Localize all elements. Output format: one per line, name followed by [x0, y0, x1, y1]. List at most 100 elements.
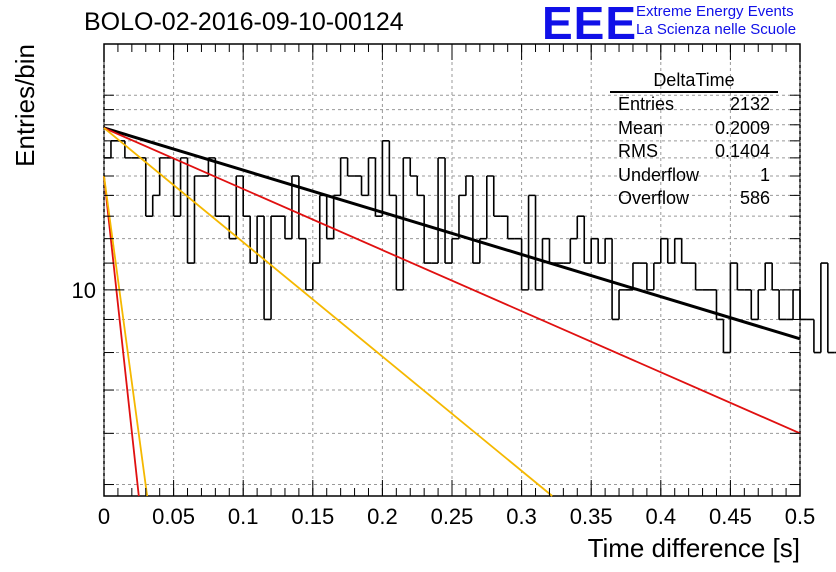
grid-lines — [103, 44, 801, 496]
histogram-bin — [158, 157, 167, 196]
histogram-bin — [179, 157, 188, 217]
stats-label: Overflow — [618, 188, 690, 208]
histogram-bin — [193, 175, 202, 264]
y-axis-label: Entries/bin — [10, 44, 40, 167]
logo-line-2: La Scienza nelle Scuole — [636, 21, 797, 38]
x-tick-label: 0 — [98, 504, 110, 529]
histogram-bin — [360, 175, 369, 197]
histogram-bin — [339, 157, 348, 196]
histogram-bin — [465, 175, 473, 196]
stats-label: Underflow — [618, 164, 700, 185]
eee-logo: EEE — [542, 0, 638, 49]
histogram-bin — [444, 157, 452, 264]
histogram-bin — [569, 237, 578, 264]
stats-row-underflow: Underflow 1 — [610, 164, 778, 188]
stats-label: Entries — [618, 94, 675, 114]
stats-value: 2132 — [729, 94, 770, 114]
histogram-bin — [736, 263, 745, 291]
histogram-bin — [506, 216, 515, 240]
histogram-bin — [764, 262, 773, 290]
stats-row-overflow: Overflow 586 — [610, 187, 778, 211]
stats-value: 1 — [759, 164, 770, 185]
histogram-bin — [813, 319, 821, 354]
stats-value: 586 — [739, 188, 770, 208]
histogram-bin — [771, 263, 780, 291]
histogram-bin — [827, 263, 835, 354]
x-tick-label: 0.35 — [570, 504, 613, 529]
histogram-bin — [729, 262, 738, 353]
histogram-bin — [416, 175, 425, 197]
stats-row-rms: RMS 0.1404 — [610, 140, 778, 164]
histogram-bin — [750, 289, 759, 321]
stats-label: Mean — [618, 117, 664, 138]
histogram-bin — [325, 195, 334, 240]
histogram-bin — [778, 289, 787, 321]
histogram-bin — [346, 157, 355, 177]
histogram-bin — [673, 237, 682, 264]
histogram-bin — [402, 157, 411, 290]
histogram-bin — [799, 289, 807, 321]
stats-box: DeltaTime Entries 2132 Mean 0.2009 RMS 0.14… — [610, 70, 778, 211]
histogram-bin — [458, 194, 466, 239]
fit-line — [103, 127, 553, 497]
histogram-bin — [186, 157, 195, 264]
histogram-bin — [256, 215, 265, 264]
histogram-bin — [472, 175, 480, 264]
histogram-bin — [492, 175, 501, 217]
x-tick-label: 0.05 — [152, 504, 195, 529]
histogram-bin — [597, 238, 606, 264]
histogram-bin — [660, 237, 668, 264]
histogram-bin — [646, 263, 654, 291]
histogram-bin — [520, 238, 529, 291]
histogram-bin — [757, 289, 766, 320]
histogram-bin — [680, 238, 689, 264]
fit-line — [103, 127, 801, 435]
histogram-bin — [214, 157, 223, 217]
histogram-bin — [534, 195, 543, 291]
histogram-bin — [144, 157, 153, 217]
stats-row-mean: Mean 0.2009 — [610, 117, 778, 141]
histogram-bin — [604, 237, 613, 264]
stats-label: RMS — [618, 141, 658, 161]
stats-value: 0.1404 — [714, 141, 770, 161]
histogram-bin — [263, 216, 272, 321]
histogram-bin — [632, 262, 640, 290]
histogram-bin — [583, 216, 592, 264]
x-tick-label: 0.5 — [785, 504, 816, 529]
stats-value: 0.2009 — [714, 117, 770, 138]
fit-line — [103, 175, 149, 497]
fit-lines — [103, 126, 801, 497]
x-tick-label: 0.4 — [646, 504, 677, 529]
histogram-bin — [305, 238, 313, 291]
histogram-bin — [284, 216, 292, 240]
histogram-bin — [395, 195, 404, 291]
histogram-bin — [367, 157, 376, 196]
histogram-bin — [242, 175, 251, 217]
histogram-bin — [437, 157, 446, 264]
plot-frame — [103, 43, 801, 497]
histogram-bin — [590, 237, 599, 264]
x-axis-label: Time difference [s] — [588, 533, 800, 563]
y-tick-label: 10 — [72, 278, 96, 303]
histogram-bin — [332, 194, 341, 239]
histogram-bin — [124, 140, 132, 159]
histogram-bin — [576, 215, 585, 239]
x-tick-label: 0.2 — [367, 504, 398, 529]
histogram-bin — [820, 262, 828, 353]
x-tick-label: 0.3 — [506, 504, 537, 529]
fit-line — [103, 175, 140, 497]
axes: 0 0.05 0.1 0.15 0.2 0.25 0.3 0.35 0.4 0.45 0.5 10 — [72, 44, 816, 529]
histogram-bin — [527, 194, 536, 290]
plot-title: BOLO-02-2016-09-10-00124 — [84, 8, 404, 36]
histogram-bin — [388, 140, 397, 197]
histogram-bin — [312, 262, 320, 290]
x-tick-label: 0.1 — [228, 504, 259, 529]
histogram-bin — [653, 262, 661, 290]
x-tick-label: 0.15 — [291, 504, 334, 529]
histogram-bin — [172, 157, 181, 217]
histogram-bin — [451, 237, 459, 264]
x-tick-label: 0.25 — [431, 504, 474, 529]
x-tick-label: 0.45 — [709, 504, 752, 529]
histogram-bin — [666, 238, 675, 264]
